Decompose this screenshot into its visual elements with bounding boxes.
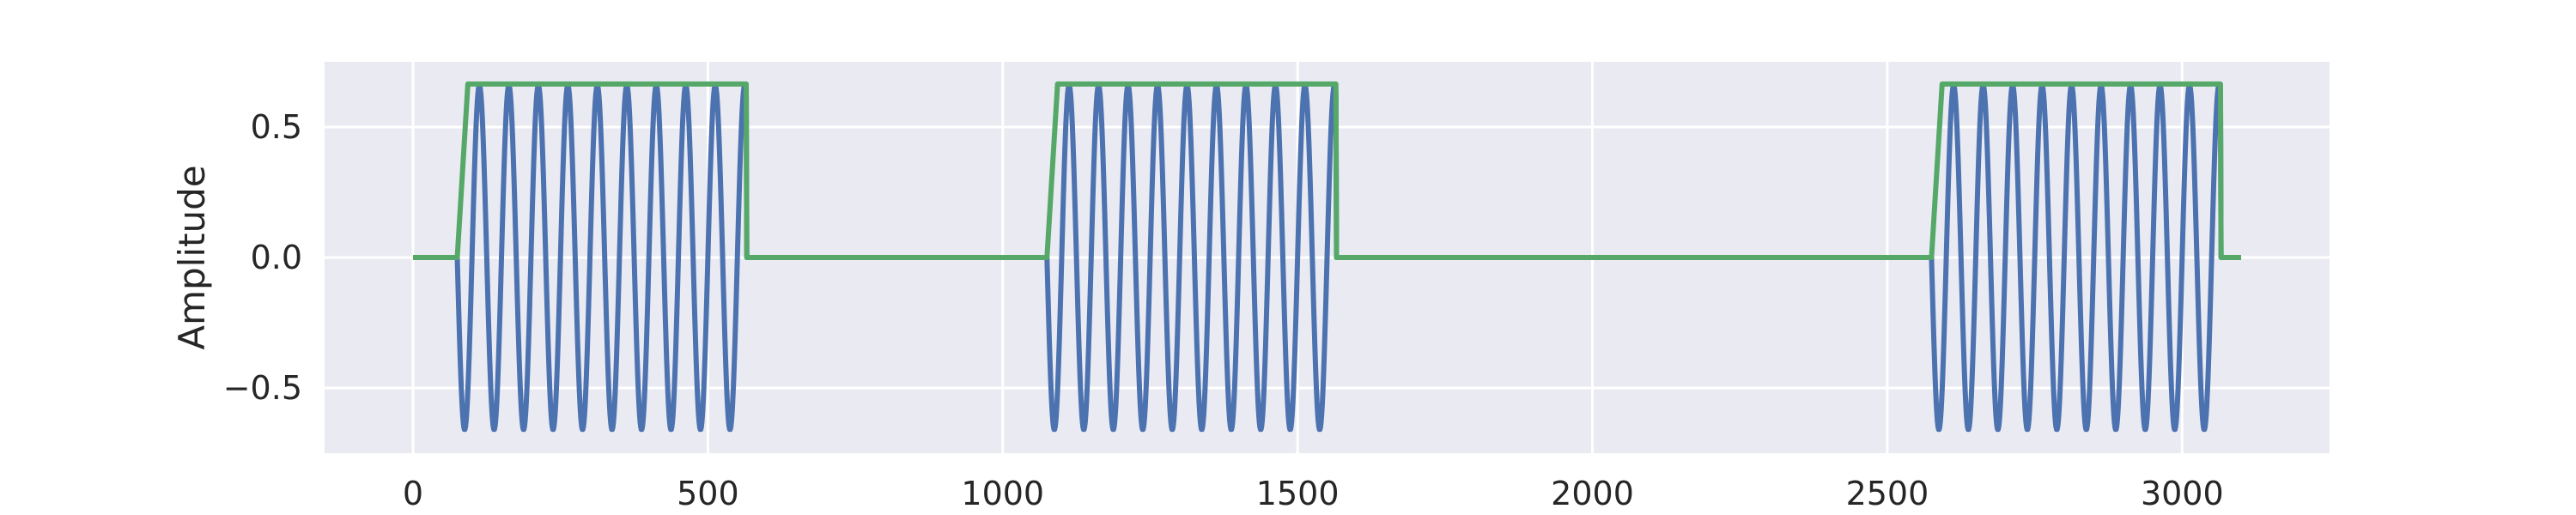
x-tick-label: 0 xyxy=(403,475,423,512)
series-line-envelope xyxy=(410,81,2244,260)
y-axis-label: Amplitude xyxy=(171,165,213,349)
x-tick-label: 2000 xyxy=(1551,475,1634,512)
x-tick-label: 1500 xyxy=(1256,475,1340,512)
series-layer xyxy=(410,81,2244,433)
x-tick-label: 500 xyxy=(677,475,739,512)
x-tick-label: 1000 xyxy=(961,475,1044,512)
x-axis-ticks: 0 500 1000 1500 2000 2500 3000 xyxy=(403,475,2224,512)
y-tick-label: −0.5 xyxy=(223,369,302,407)
y-tick-label: 0.5 xyxy=(251,108,302,146)
y-tick-label: 0.0 xyxy=(251,239,302,276)
series-line-oscillation xyxy=(410,82,2244,433)
x-tick-label: 2500 xyxy=(1846,475,1929,512)
y-axis-ticks: 0.5 0.0 −0.5 xyxy=(223,108,302,407)
x-tick-label: 3000 xyxy=(2141,475,2224,512)
